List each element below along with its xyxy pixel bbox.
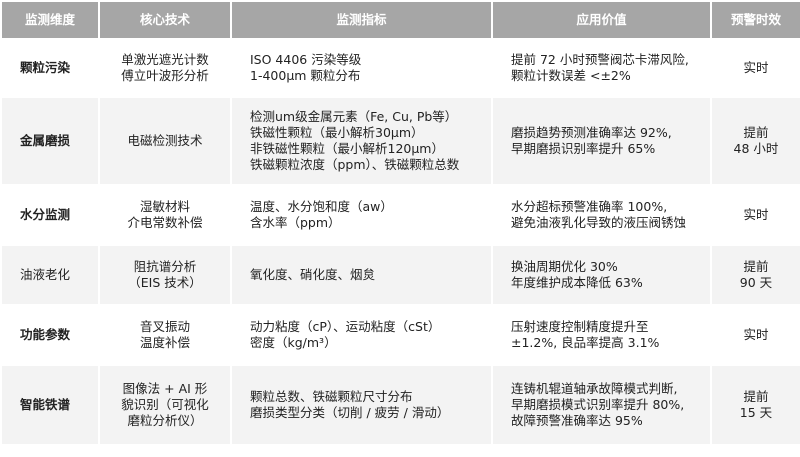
value-cell: 连铸机辊道轴承故障模式判断, 早期磨损模式识别率提升 80%, 故障预警准确率达 9… bbox=[491, 364, 712, 446]
value-cell-line: 年度维护成本降低 63% bbox=[511, 275, 643, 290]
timing-cell: 实时 bbox=[710, 184, 800, 246]
indicator-cell-line: 动力粘度（cP）、运动粘度（cSt） bbox=[250, 319, 441, 334]
timing-cell: 实时 bbox=[710, 304, 800, 366]
timing-cell: 提前 48 小时 bbox=[710, 96, 800, 186]
header-row: 监测维度 核心技术 监测指标 应用价值 预警时效 bbox=[0, 0, 800, 40]
tech-cell-line: 傅立叶波形分析 bbox=[121, 68, 209, 83]
tech-cell-line: （EIS 技术） bbox=[128, 275, 202, 290]
timing-cell-line: 提前 bbox=[743, 125, 769, 140]
timing-cell-line: 实时 bbox=[743, 327, 769, 342]
indicator-cell-line: 1-400μm 颗粒分布 bbox=[250, 68, 361, 83]
monitoring-table: 监测维度 核心技术 监测指标 应用价值 预警时效 颗粒污染 单激光遮光计数 傅立叶波形分析 I… bbox=[0, 0, 800, 446]
tech-cell-line: 介电常数补偿 bbox=[127, 215, 203, 230]
tech-cell-line: 温度补偿 bbox=[139, 335, 190, 350]
indicator-cell-line: 非铁磁性颗粒（最小解析120μm） bbox=[250, 141, 444, 156]
column-header: 应用价值 bbox=[491, 0, 712, 40]
column-header: 预警时效 bbox=[710, 0, 800, 40]
dimension-cell: 金属磨损 bbox=[0, 96, 100, 186]
tech-cell-line: 单激光遮光计数 bbox=[121, 52, 209, 67]
dimension-cell: 颗粒污染 bbox=[0, 38, 100, 98]
table-row: 功能参数 音叉振动 温度补偿 动力粘度（cP）、运动粘度（cSt） 密度（kg/m³）压… bbox=[0, 304, 800, 366]
indicator-cell-line: 含水率（ppm） bbox=[250, 215, 341, 230]
indicator-cell-line: 磨损类型分类（切削 / 疲劳 / 滑动） bbox=[250, 405, 450, 420]
indicator-cell: 氧化度、硝化度、烟炱 bbox=[230, 244, 493, 306]
tech-cell: 湿敏材料 介电常数补偿 bbox=[98, 184, 232, 246]
indicator-cell-line: 铁磁性颗粒（最小解析30μm） bbox=[250, 125, 424, 140]
table-row: 水分监测 湿敏材料 介电常数补偿 温度、水分饱和度（aw） 含水率（ppm） 水分超标预警… bbox=[0, 184, 800, 246]
indicator-cell: 动力粘度（cP）、运动粘度（cSt） 密度（kg/m³） bbox=[230, 304, 493, 366]
tech-cell: 电磁检测技术 bbox=[98, 96, 232, 186]
value-cell-line: 早期磨损识别率提升 65% bbox=[511, 141, 656, 156]
value-cell: 水分超标预警准确率 100%, 避免油液乳化导致的液压阀锈蚀 bbox=[491, 184, 712, 246]
tech-cell: 阻抗谱分析 （EIS 技术） bbox=[98, 244, 232, 306]
indicator-cell: 颗粒总数、铁磁颗粒尺寸分布 磨损类型分类（切削 / 疲劳 / 滑动） bbox=[230, 364, 493, 446]
tech-cell-line: 图像法 + AI 形 bbox=[122, 381, 208, 396]
timing-cell: 提前 15 天 bbox=[710, 364, 800, 446]
indicator-cell-line: 温度、水分饱和度（aw） bbox=[250, 199, 393, 214]
timing-cell-line: 48 小时 bbox=[733, 141, 779, 156]
timing-cell-line: 90 天 bbox=[739, 275, 773, 290]
dimension-cell: 油液老化 bbox=[0, 244, 100, 306]
dimension-cell: 功能参数 bbox=[0, 304, 100, 366]
table-row: 油液老化 阻抗谱分析 （EIS 技术） 氧化度、硝化度、烟炱 换油周期优化 30% 年度维… bbox=[0, 244, 800, 306]
column-header: 监测指标 bbox=[230, 0, 493, 40]
value-cell-line: 早期磨损模式识别率提升 80%, bbox=[511, 397, 685, 412]
tech-cell: 图像法 + AI 形貌识别（可视化 磨粒分析仪） bbox=[98, 364, 232, 446]
column-header: 核心技术 bbox=[98, 0, 232, 40]
tech-cell-line: 磨粒分析仪） bbox=[127, 413, 203, 428]
dimension-cell: 智能铁谱 bbox=[0, 364, 100, 446]
tech-cell: 音叉振动 温度补偿 bbox=[98, 304, 232, 366]
timing-cell: 实时 bbox=[710, 38, 800, 98]
indicator-cell-line: ISO 4406 污染等级 bbox=[250, 52, 362, 67]
table-row: 颗粒污染 单激光遮光计数 傅立叶波形分析 ISO 4406 污染等级 1-400μm … bbox=[0, 38, 800, 98]
indicator-cell: ISO 4406 污染等级 1-400μm 颗粒分布 bbox=[230, 38, 493, 98]
indicator-cell: 检测um级金属元素（Fe, Cu, Pb等） 铁磁性颗粒（最小解析30μm） 非铁磁… bbox=[230, 96, 493, 186]
value-cell-line: 故障预警准确率达 95% bbox=[511, 413, 643, 428]
value-cell-line: 压射速度控制精度提升至 bbox=[511, 319, 649, 334]
value-cell-line: 连铸机辊道轴承故障模式判断, bbox=[511, 381, 678, 396]
column-header: 监测维度 bbox=[0, 0, 100, 40]
timing-cell-line: 实时 bbox=[743, 207, 769, 222]
value-cell-line: 水分超标预警准确率 100%, bbox=[511, 199, 668, 214]
tech-cell-line: 湿敏材料 bbox=[139, 199, 190, 214]
value-cell-line: 颗粒计数误差 <±2% bbox=[511, 68, 631, 83]
timing-cell-line: 实时 bbox=[743, 60, 769, 75]
timing-cell-line: 15 天 bbox=[739, 405, 773, 420]
indicator-cell-line: 铁磁颗粒浓度（ppm）、铁磁颗粒总数 bbox=[250, 157, 460, 172]
tech-cell-line: 貌识别（可视化 bbox=[121, 397, 209, 412]
timing-cell-line: 提前 bbox=[743, 259, 769, 274]
value-cell-line: 磨损趋势预测准确率达 92%, bbox=[511, 125, 672, 140]
table-row: 智能铁谱 图像法 + AI 形貌识别（可视化 磨粒分析仪） 颗粒总数、铁磁颗粒尺寸分布… bbox=[0, 364, 800, 446]
indicator-cell-line: 氧化度、硝化度、烟炱 bbox=[250, 267, 376, 282]
tech-cell-line: 电磁检测技术 bbox=[127, 133, 203, 148]
value-cell: 磨损趋势预测准确率达 92%, 早期磨损识别率提升 65% bbox=[491, 96, 712, 186]
tech-cell-line: 音叉振动 bbox=[139, 319, 190, 334]
value-cell-line: 避免油液乳化导致的液压阀锈蚀 bbox=[511, 215, 687, 230]
tech-cell: 单激光遮光计数 傅立叶波形分析 bbox=[98, 38, 232, 98]
indicator-cell-line: 颗粒总数、铁磁颗粒尺寸分布 bbox=[250, 389, 413, 404]
value-cell-line: ±1.2%, 良品率提高 3.1% bbox=[511, 335, 660, 350]
indicator-cell-line: 密度（kg/m³） bbox=[250, 335, 337, 350]
value-cell: 提前 72 小时预警阀芯卡滞风险, 颗粒计数误差 <±2% bbox=[491, 38, 712, 98]
dimension-cell: 水分监测 bbox=[0, 184, 100, 246]
table-row: 金属磨损 电磁检测技术 检测um级金属元素（Fe, Cu, Pb等） 铁磁性颗粒（最小… bbox=[0, 96, 800, 186]
timing-cell: 提前 90 天 bbox=[710, 244, 800, 306]
value-cell-line: 提前 72 小时预警阀芯卡滞风险, bbox=[511, 52, 689, 67]
value-cell: 换油周期优化 30% 年度维护成本降低 63% bbox=[491, 244, 712, 306]
tech-cell-line: 阻抗谱分析 bbox=[133, 259, 197, 274]
indicator-cell: 温度、水分饱和度（aw） 含水率（ppm） bbox=[230, 184, 493, 246]
indicator-cell-line: 检测um级金属元素（Fe, Cu, Pb等） bbox=[250, 109, 458, 124]
timing-cell-line: 提前 bbox=[743, 389, 769, 404]
value-cell: 压射速度控制精度提升至 ±1.2%, 良品率提高 3.1% bbox=[491, 304, 712, 366]
value-cell-line: 换油周期优化 30% bbox=[511, 259, 618, 274]
